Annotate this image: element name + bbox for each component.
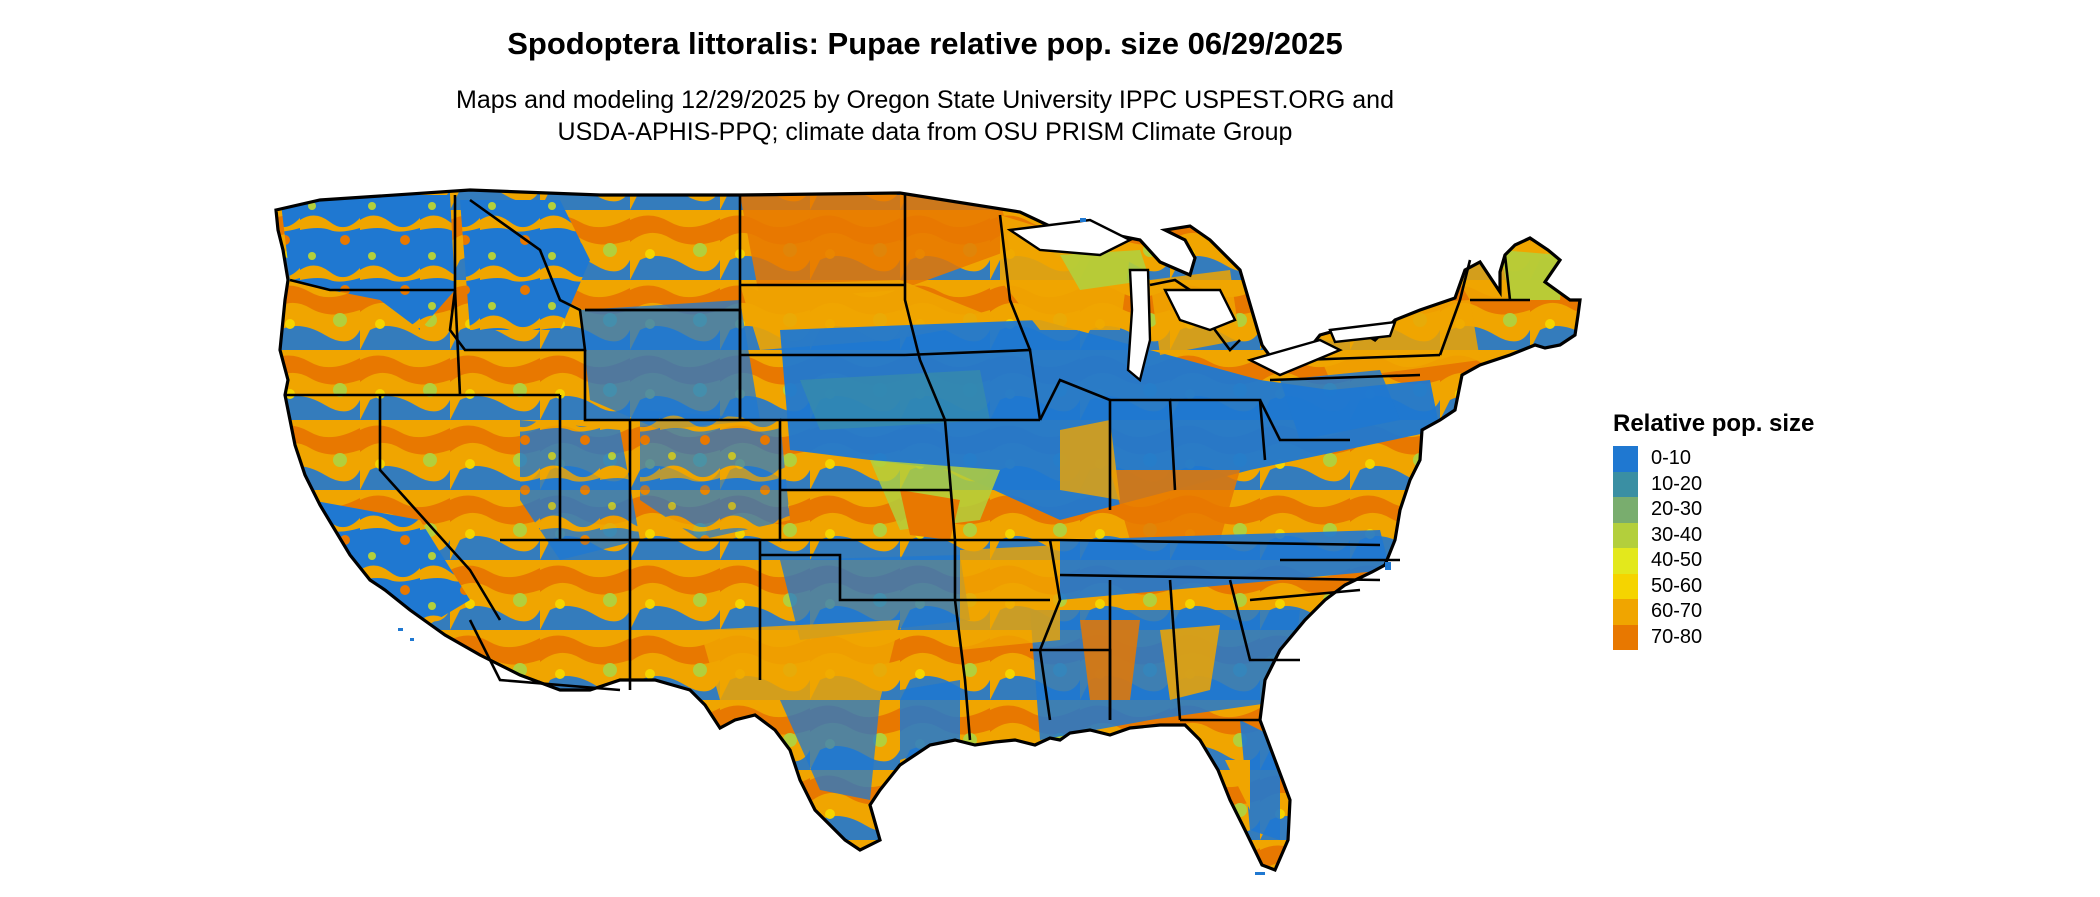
legend-items: 0-10 10-20 20-30 30-40 40-50 50-60 60-70 70-80	[1613, 446, 1814, 650]
subtitle-line-2: USDA-APHIS-PPQ; climate data from OSU PR…	[557, 118, 1293, 146]
legend-swatch	[1613, 471, 1638, 497]
legend-swatch	[1613, 446, 1638, 472]
legend-item: 60-70	[1613, 599, 1814, 625]
state-borders	[285, 195, 1530, 741]
legend-item: 0-10	[1613, 446, 1814, 472]
map-subtitle: Maps and modeling 12/29/2025 by Oregon S…	[0, 84, 1850, 148]
legend-label: 70-80	[1651, 625, 1703, 648]
coastal-islands	[398, 218, 1391, 875]
legend-item: 50-60	[1613, 573, 1814, 599]
legend-swatch	[1613, 573, 1638, 599]
legend-label: 0-10	[1651, 447, 1692, 470]
legend-swatch	[1613, 522, 1638, 548]
great-lakes	[1006, 218, 1397, 383]
legend-swatch	[1613, 548, 1638, 574]
legend-label: 30-40	[1651, 523, 1703, 546]
legend-swatch	[1613, 497, 1638, 523]
legend-label: 40-50	[1651, 549, 1703, 572]
legend-label: 60-70	[1651, 600, 1703, 623]
legend-item: 30-40	[1613, 522, 1814, 548]
legend-item: 10-20	[1613, 471, 1814, 497]
subtitle-line-1: Maps and modeling 12/29/2025 by Oregon S…	[456, 86, 1394, 114]
legend-title: Relative pop. size	[1613, 410, 1815, 437]
legend-item: 70-80	[1613, 624, 1814, 650]
map-title: Spodoptera littoralis: Pupae relative po…	[507, 26, 1343, 61]
legend-label: 50-60	[1651, 574, 1703, 597]
legend-item: 40-50	[1613, 548, 1814, 574]
legend-swatch	[1613, 624, 1638, 650]
legend: Relative pop. size 0-10 10-20 20-30 30-40 40…	[1613, 410, 1814, 650]
legend-label: 20-30	[1651, 498, 1703, 521]
legend-label: 10-20	[1651, 472, 1703, 495]
legend-item: 20-30	[1613, 497, 1814, 523]
legend-swatch	[1613, 599, 1638, 625]
